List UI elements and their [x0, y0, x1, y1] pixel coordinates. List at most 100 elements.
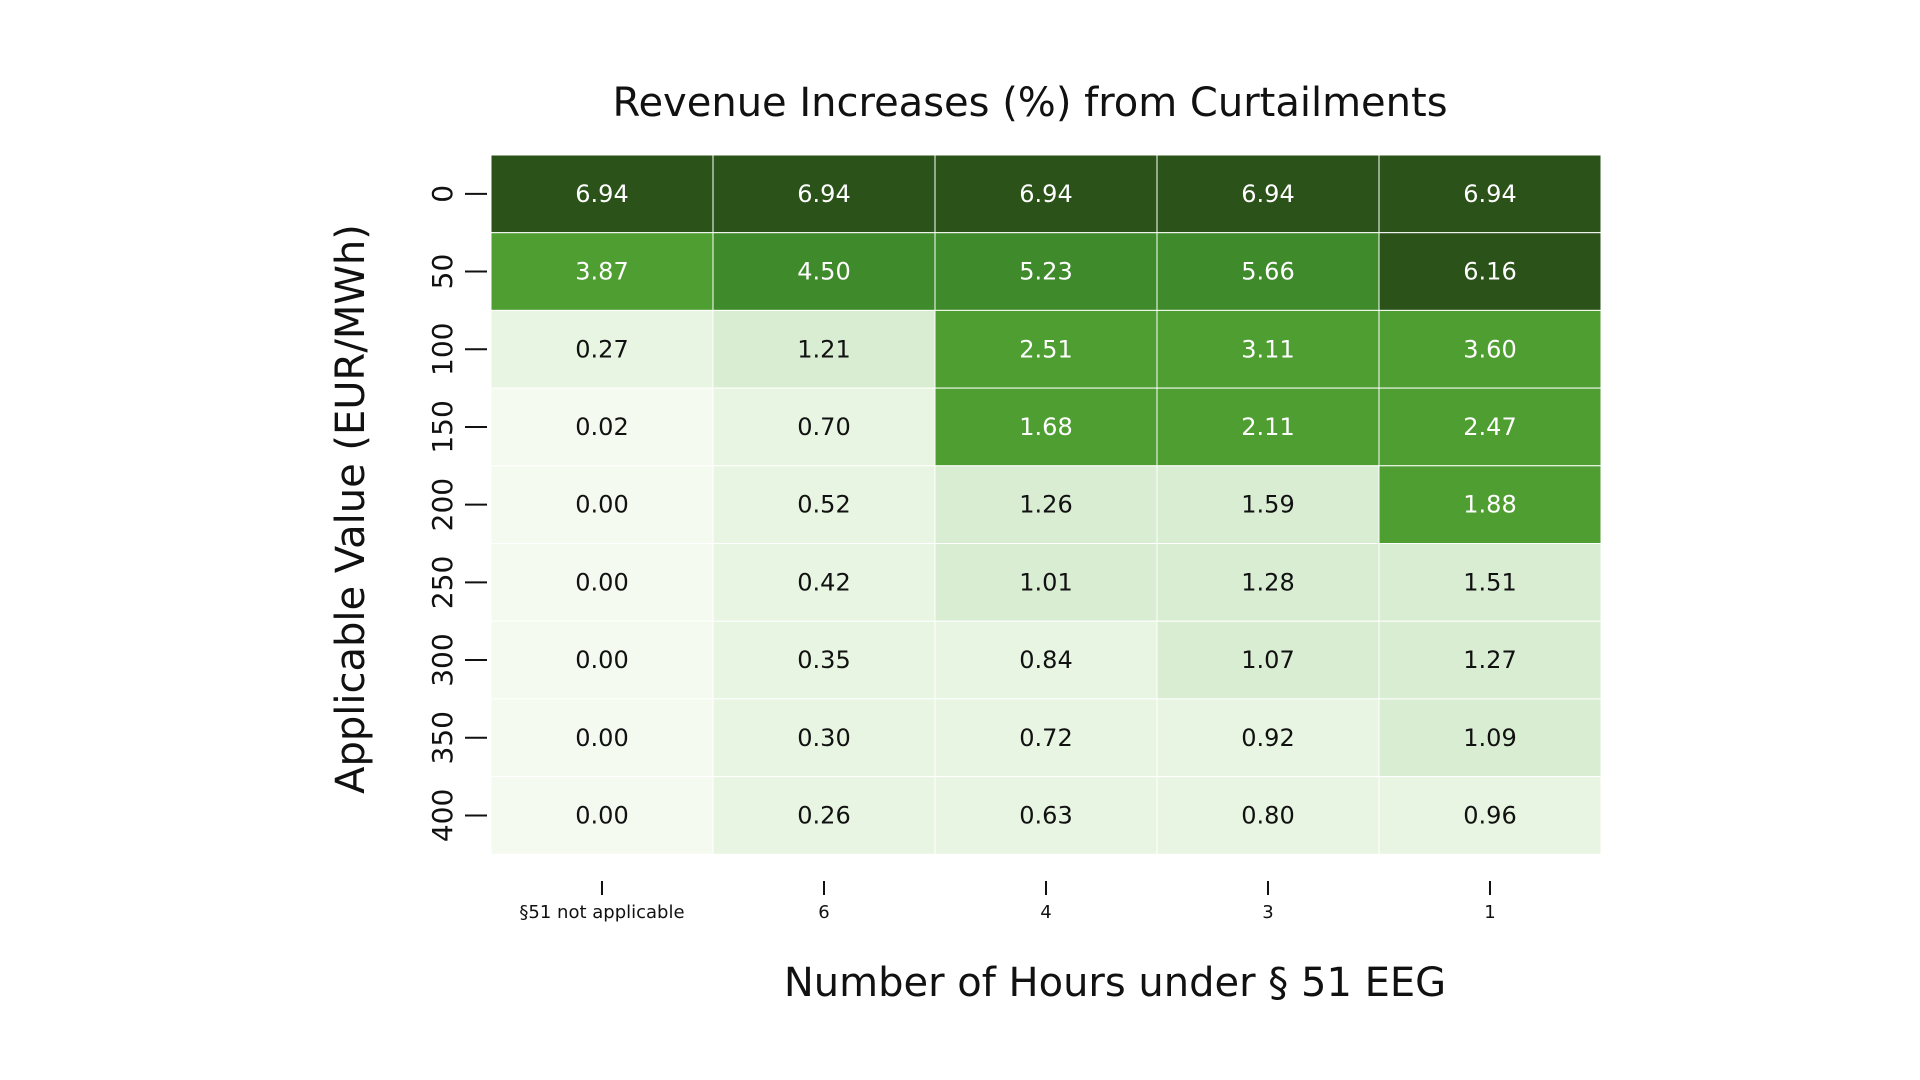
cell-value-label: 2.47 [1463, 413, 1516, 441]
cell-value-label: 0.72 [1019, 724, 1072, 752]
heatmap-cell [1378, 776, 1602, 855]
heatmap-cell [712, 309, 936, 389]
heatmap-cell [712, 387, 936, 467]
cell-value-label: 1.28 [1241, 568, 1294, 596]
y-tick-label: 100 [426, 323, 459, 376]
cell-value-label: 1.09 [1463, 724, 1516, 752]
cell-value-label: 1.51 [1463, 568, 1516, 596]
cell-value-label: 0.26 [797, 801, 850, 829]
cell-value-label: 0.63 [1019, 801, 1072, 829]
cell-value-label: 6.94 [1019, 180, 1072, 208]
heatmap-cell [712, 543, 936, 622]
heatmap-cell [1378, 154, 1602, 234]
cell-value-label: 0.96 [1463, 801, 1516, 829]
y-tick-label: 150 [426, 400, 459, 453]
y-tick-label: 300 [426, 633, 459, 686]
heatmap-cell [934, 154, 1158, 234]
cell-value-label: 0.92 [1241, 724, 1294, 752]
heatmap-cell [490, 776, 714, 855]
cell-value-label: 1.59 [1241, 491, 1294, 519]
cell-value-label: 4.50 [797, 258, 850, 286]
cell-value-label: 0.02 [575, 413, 628, 441]
heatmap-cell [712, 154, 936, 234]
cell-value-label: 6.16 [1463, 258, 1516, 286]
heatmap-cells: 6.94 6.94 6.94 6.94 6.94 3.87 4.50 5.23 5.66 6.16… [490, 154, 1602, 855]
heatmap-cell [1378, 465, 1602, 544]
y-tick-label: 50 [426, 254, 459, 290]
heatmap-cell [934, 776, 1158, 855]
cell-value-label: 5.66 [1241, 258, 1294, 286]
heatmap-cell [712, 776, 936, 855]
cell-value-label: 0.00 [575, 646, 628, 674]
heatmap-cell [934, 543, 1158, 622]
cell-value-label: 0.00 [575, 724, 628, 752]
y-tick-label: 400 [426, 789, 459, 842]
cell-value-label: 1.07 [1241, 646, 1294, 674]
heatmap-cell [934, 232, 1158, 311]
heatmap-cell [490, 698, 714, 778]
heatmap-cell [1378, 620, 1602, 700]
heatmap-cell [1378, 387, 1602, 467]
cell-value-label: 0.42 [797, 568, 850, 596]
heatmap-cell [1156, 387, 1380, 467]
heatmap-cell [934, 309, 1158, 389]
heatmap-cell [1156, 543, 1380, 622]
cell-value-label: 6.94 [797, 180, 850, 208]
x-tick-label: 6 [818, 902, 829, 923]
cell-value-label: 0.00 [575, 568, 628, 596]
heatmap-cell [1156, 698, 1380, 778]
heatmap-cell [490, 154, 714, 234]
cell-value-label: 6.94 [575, 180, 628, 208]
cell-value-label: 0.52 [797, 491, 850, 519]
x-tick-label: §51 not applicable [519, 902, 684, 923]
heatmap-cell [712, 465, 936, 544]
cell-value-label: 6.94 [1463, 180, 1516, 208]
x-tick-label: 3 [1262, 902, 1273, 923]
heatmap-cell [934, 698, 1158, 778]
heatmap-cell [1378, 232, 1602, 311]
cell-value-label: 0.00 [575, 491, 628, 519]
heatmap-cell [712, 698, 936, 778]
y-axis: 0 50 100 150 200 250 300 350 400 [426, 185, 487, 842]
cell-value-label: 1.21 [797, 335, 850, 363]
heatmap-cell [1378, 543, 1602, 622]
cell-value-label: 2.11 [1241, 413, 1294, 441]
cell-value-label: 1.27 [1463, 646, 1516, 674]
y-tick-label: 200 [426, 478, 459, 531]
heatmap-cell [1378, 698, 1602, 778]
y-tick-label: 350 [426, 711, 459, 764]
cell-value-label: 0.70 [797, 413, 850, 441]
cell-value-label: 3.87 [575, 258, 628, 286]
heatmap-cell [490, 232, 714, 311]
cell-value-label: 6.94 [1241, 180, 1294, 208]
heatmap-cell [1156, 154, 1380, 234]
x-tick-label: 4 [1040, 902, 1051, 923]
heatmap-cell [490, 465, 714, 544]
cell-value-label: 5.23 [1019, 258, 1072, 286]
y-tick-label: 250 [426, 556, 459, 609]
y-tick-label: 0 [426, 185, 459, 203]
cell-value-label: 3.11 [1241, 335, 1294, 363]
cell-value-label: 0.30 [797, 724, 850, 752]
cell-value-label: 0.80 [1241, 801, 1294, 829]
chart-title: Revenue Increases (%) from Curtailments [612, 80, 1447, 126]
cell-value-label: 0.27 [575, 335, 628, 363]
heatmap-cell [1156, 309, 1380, 389]
heatmap-cell [490, 387, 714, 467]
cell-value-label: 1.88 [1463, 491, 1516, 519]
heatmap-cell [1378, 309, 1602, 389]
cell-value-label: 1.26 [1019, 491, 1072, 519]
heatmap-cell [934, 465, 1158, 544]
y-axis-title: Applicable Value (EUR/MWh) [328, 224, 374, 794]
x-axis: §51 not applicable 6 4 3 1 [519, 881, 1496, 923]
cell-value-label: 0.84 [1019, 646, 1072, 674]
x-tick-label: 1 [1484, 902, 1495, 923]
cell-value-label: 3.60 [1463, 335, 1516, 363]
heatmap-cell [490, 620, 714, 700]
x-axis-title: Number of Hours under § 51 EEG [784, 960, 1446, 1006]
cell-value-label: 0.00 [575, 801, 628, 829]
cell-value-label: 0.35 [797, 646, 850, 674]
cell-value-label: 1.01 [1019, 568, 1072, 596]
cell-value-label: 2.51 [1019, 335, 1072, 363]
